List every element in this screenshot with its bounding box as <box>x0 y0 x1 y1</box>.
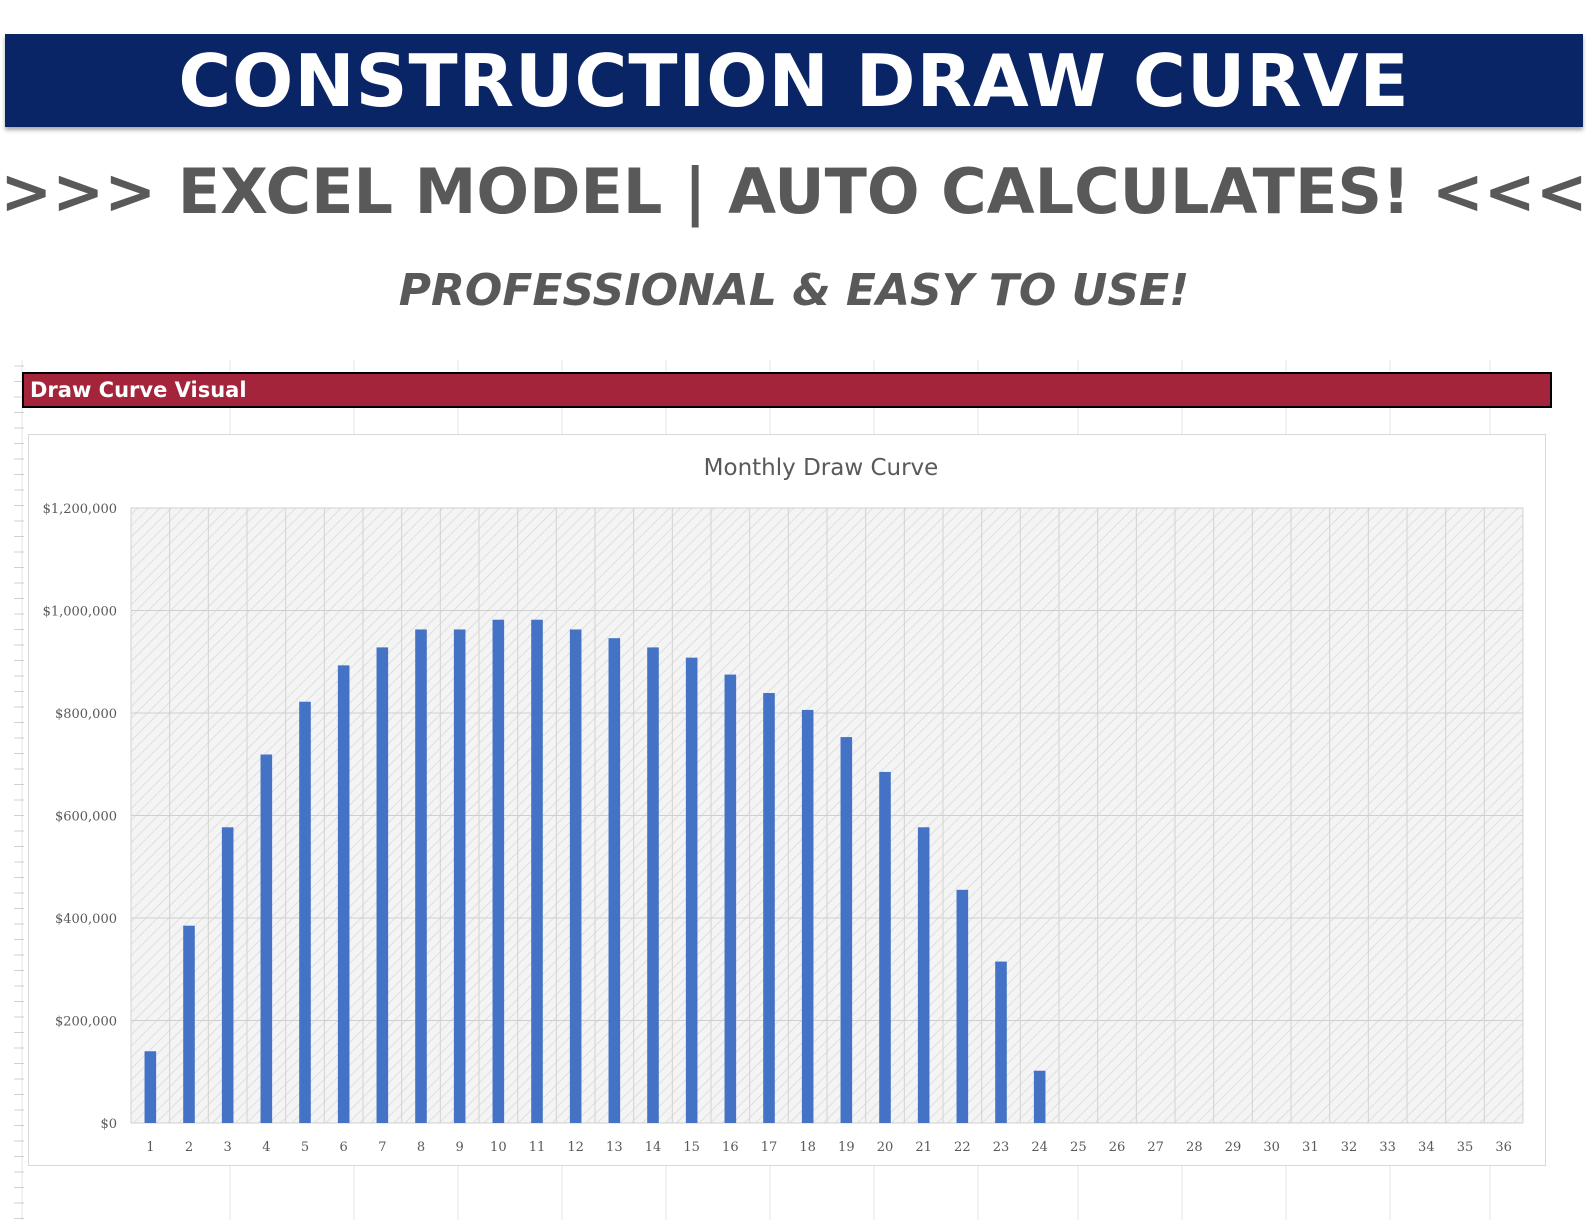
subtitle: >>> EXCEL MODEL | AUTO CALCULATES! <<< <box>0 155 1588 228</box>
x-tick-label: 21 <box>915 1140 932 1155</box>
x-tick-label: 27 <box>1147 1140 1164 1155</box>
bar-month-9[interactable] <box>453 629 466 1123</box>
y-tick-label: $800,000 <box>55 707 117 722</box>
y-tick-label: $0 <box>100 1117 117 1132</box>
x-tick-label: 5 <box>301 1140 309 1155</box>
bar-month-13[interactable] <box>608 638 621 1123</box>
x-tick-label: 12 <box>567 1140 584 1155</box>
x-tick-label: 32 <box>1341 1140 1358 1155</box>
x-tick-label: 33 <box>1379 1140 1396 1155</box>
x-tick-label: 8 <box>417 1140 425 1155</box>
bar-month-4[interactable] <box>260 754 273 1123</box>
x-tick-label: 6 <box>340 1140 348 1155</box>
y-tick-label: $400,000 <box>55 912 117 927</box>
bar-month-23[interactable] <box>995 961 1007 1123</box>
x-tick-label: 20 <box>877 1140 894 1155</box>
x-tick-label: 18 <box>799 1140 816 1155</box>
x-tick-label: 26 <box>1109 1140 1126 1155</box>
x-tick-label: 10 <box>490 1140 507 1155</box>
bar-month-20[interactable] <box>879 771 891 1123</box>
bar-month-15[interactable] <box>685 657 698 1123</box>
bar-month-3[interactable] <box>221 827 234 1123</box>
bar-month-12[interactable] <box>569 629 582 1123</box>
bar-month-18[interactable] <box>801 709 814 1123</box>
bar-month-21[interactable] <box>917 827 930 1123</box>
y-tick-label: $200,000 <box>55 1015 117 1030</box>
title-banner: CONSTRUCTION DRAW CURVE <box>5 34 1583 127</box>
bar-month-2[interactable] <box>183 925 195 1123</box>
bar-month-17[interactable] <box>763 693 775 1123</box>
x-tick-label: 24 <box>1031 1140 1048 1155</box>
chart-area[interactable]: Monthly Draw Curve $0 $200,000 $400,000 $600… <box>28 434 1546 1166</box>
x-tick-label: 29 <box>1225 1140 1242 1155</box>
section-header-bar: Draw Curve Visual <box>22 372 1552 408</box>
chart-title: Monthly Draw Curve <box>704 455 939 481</box>
x-tick-label: 17 <box>761 1140 778 1155</box>
x-tick-label: 34 <box>1418 1140 1435 1155</box>
y-tick-label: $1,200,000 <box>43 502 117 517</box>
y-tick-label: $600,000 <box>55 810 117 825</box>
bar-month-11[interactable] <box>531 619 543 1123</box>
bar-month-14[interactable] <box>647 647 659 1123</box>
x-tick-label: 1 <box>146 1140 154 1155</box>
x-tick-label: 16 <box>722 1140 739 1155</box>
x-tick-label: 4 <box>262 1140 270 1155</box>
bar-month-5[interactable] <box>299 701 311 1123</box>
x-tick-label: 35 <box>1457 1140 1474 1155</box>
bar-chart: Monthly Draw Curve $0 $200,000 $400,000 $600… <box>43 455 1524 1155</box>
bar-month-6[interactable] <box>337 665 350 1123</box>
x-tick-label: 11 <box>529 1140 546 1155</box>
banner-title: CONSTRUCTION DRAW CURVE <box>178 38 1410 123</box>
x-tick-label: 22 <box>954 1140 971 1155</box>
x-tick-label: 7 <box>378 1140 386 1155</box>
x-tick-label: 15 <box>683 1140 700 1155</box>
section-label: Draw Curve Visual <box>30 378 247 402</box>
x-tick-label: 9 <box>456 1140 464 1155</box>
bar-month-8[interactable] <box>415 629 427 1123</box>
bar-month-16[interactable] <box>724 674 737 1123</box>
x-tick-label: 36 <box>1495 1140 1512 1155</box>
x-tick-label: 3 <box>224 1140 232 1155</box>
bar-month-24[interactable] <box>1033 1070 1046 1123</box>
x-tick-label: 23 <box>993 1140 1010 1155</box>
bar-month-1[interactable] <box>144 1051 157 1123</box>
x-tick-label: 13 <box>606 1140 623 1155</box>
bar-month-19[interactable] <box>840 737 853 1123</box>
bar-month-7[interactable] <box>376 647 389 1123</box>
x-tick-label: 14 <box>645 1140 662 1155</box>
x-tick-label: 28 <box>1186 1140 1203 1155</box>
x-tick-label: 2 <box>185 1140 193 1155</box>
x-tick-label: 30 <box>1263 1140 1280 1155</box>
bar-month-22[interactable] <box>956 889 969 1123</box>
y-tick-label: $1,000,000 <box>43 605 117 620</box>
bar-month-10[interactable] <box>492 619 505 1123</box>
x-tick-label: 31 <box>1302 1140 1319 1155</box>
x-tick-label: 19 <box>838 1140 855 1155</box>
x-tick-label: 25 <box>1070 1140 1087 1155</box>
tagline: PROFESSIONAL & EASY TO USE! <box>398 265 1190 316</box>
